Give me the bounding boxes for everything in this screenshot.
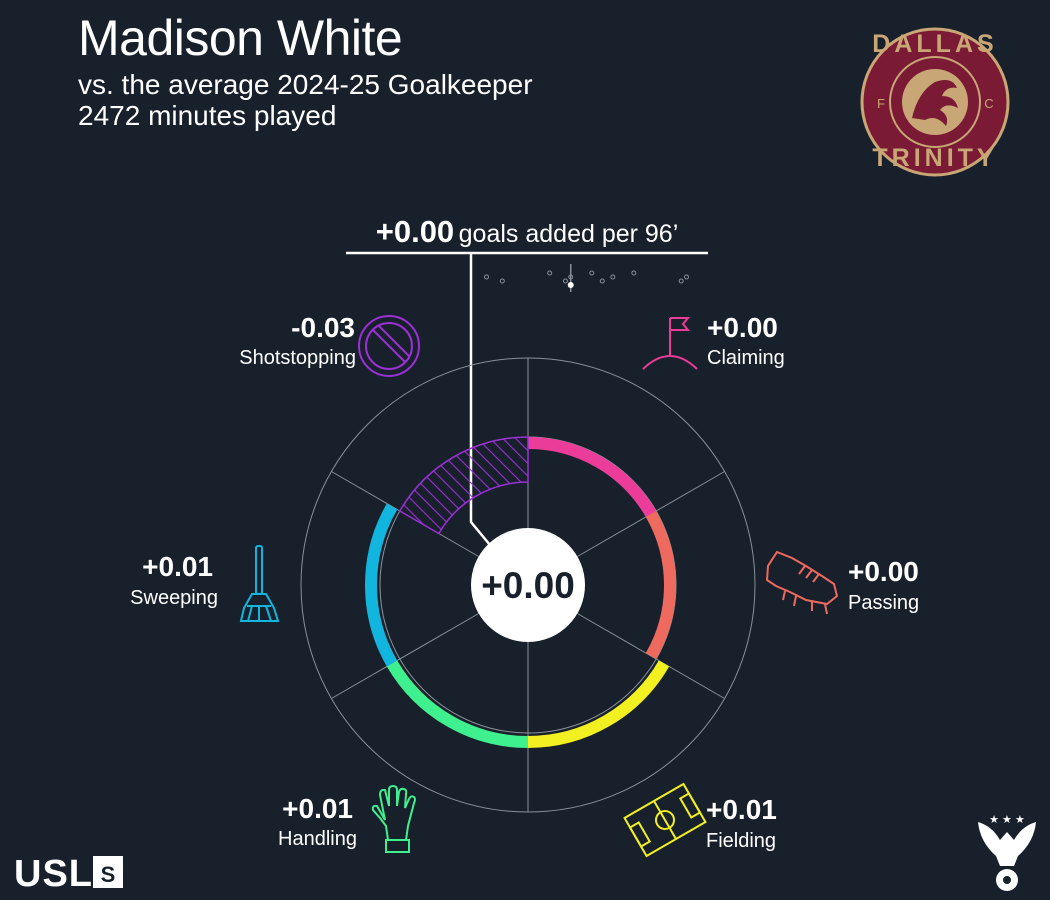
bar-sweeping <box>365 503 398 667</box>
category-label-fielding: Fielding <box>706 830 776 852</box>
category-label-passing: Passing <box>848 592 919 614</box>
distribution-point <box>499 278 505 284</box>
team-logo: DALLAS TRINITY F C <box>860 27 1010 177</box>
bar-shotstopping <box>398 436 529 535</box>
distribution-point <box>631 270 637 276</box>
player-marker <box>567 282 574 288</box>
league-logo-badge: S <box>101 862 116 887</box>
no-entry-icon <box>358 315 420 377</box>
distribution-point <box>599 278 605 284</box>
center-disc <box>471 528 585 642</box>
category-bars <box>365 436 676 748</box>
center-total-value: +0.00 <box>481 565 575 606</box>
team-logo-letter-left: F <box>877 96 885 111</box>
pitch-icon <box>623 782 707 858</box>
value-label-claiming: +0.00 <box>707 312 778 343</box>
distribution-point <box>547 270 553 276</box>
eagle-crest-icon: ★ ★ ★ <box>978 814 1036 891</box>
value-label-shotstopping: -0.03 <box>291 312 355 343</box>
value-label-handling: +0.01 <box>282 793 353 824</box>
goals-added-headline: +0.00 goals added per 96’ <box>346 214 708 250</box>
headline-connector <box>469 253 491 546</box>
segment-divider <box>331 613 479 699</box>
league-logo-text: USL <box>14 853 93 895</box>
category-label-shotstopping: Shotstopping <box>239 347 356 369</box>
value-label-passing: +0.00 <box>848 556 919 587</box>
league-distribution <box>484 264 689 292</box>
bar-passing <box>645 511 676 659</box>
minutes-played: 2472 minutes played <box>78 100 337 131</box>
distribution-point <box>484 274 490 280</box>
distribution-point <box>610 274 616 280</box>
goals-added-unit: goals added per 96’ <box>458 220 679 248</box>
league-logo: USL S <box>14 853 123 895</box>
team-logo-letter-right: C <box>984 96 993 111</box>
bar-claiming <box>527 437 657 518</box>
distribution-point <box>589 270 595 276</box>
broom-icon <box>239 545 280 622</box>
bar-handling <box>386 660 529 748</box>
value-label-sweeping: +0.01 <box>142 551 213 582</box>
player-name: Madison White <box>78 10 403 66</box>
svg-text:★ ★ ★: ★ ★ ★ <box>989 814 1025 826</box>
category-label-sweeping: Sweeping <box>130 587 218 609</box>
boot-icon <box>765 550 839 615</box>
bar-fielding <box>527 660 670 748</box>
distribution-point <box>678 278 684 284</box>
team-logo-bottom-text: TRINITY <box>872 144 997 172</box>
distribution-point <box>683 274 689 280</box>
category-label-handling: Handling <box>278 828 357 850</box>
goals-added-total: +0.00 <box>375 214 455 249</box>
team-logo-top-text: DALLAS <box>872 30 997 58</box>
category-labels: -0.03 Shotstopping +0.00 Claiming +0.00 … <box>130 312 919 852</box>
distribution-point <box>562 278 568 284</box>
value-label-fielding: +0.01 <box>706 794 777 825</box>
category-label-claiming: Claiming <box>707 347 785 369</box>
corner-flag-icon <box>642 317 698 370</box>
glove-icon <box>371 784 416 853</box>
comparison-subtitle: vs. the average 2024-25 Goalkeeper <box>78 69 533 100</box>
